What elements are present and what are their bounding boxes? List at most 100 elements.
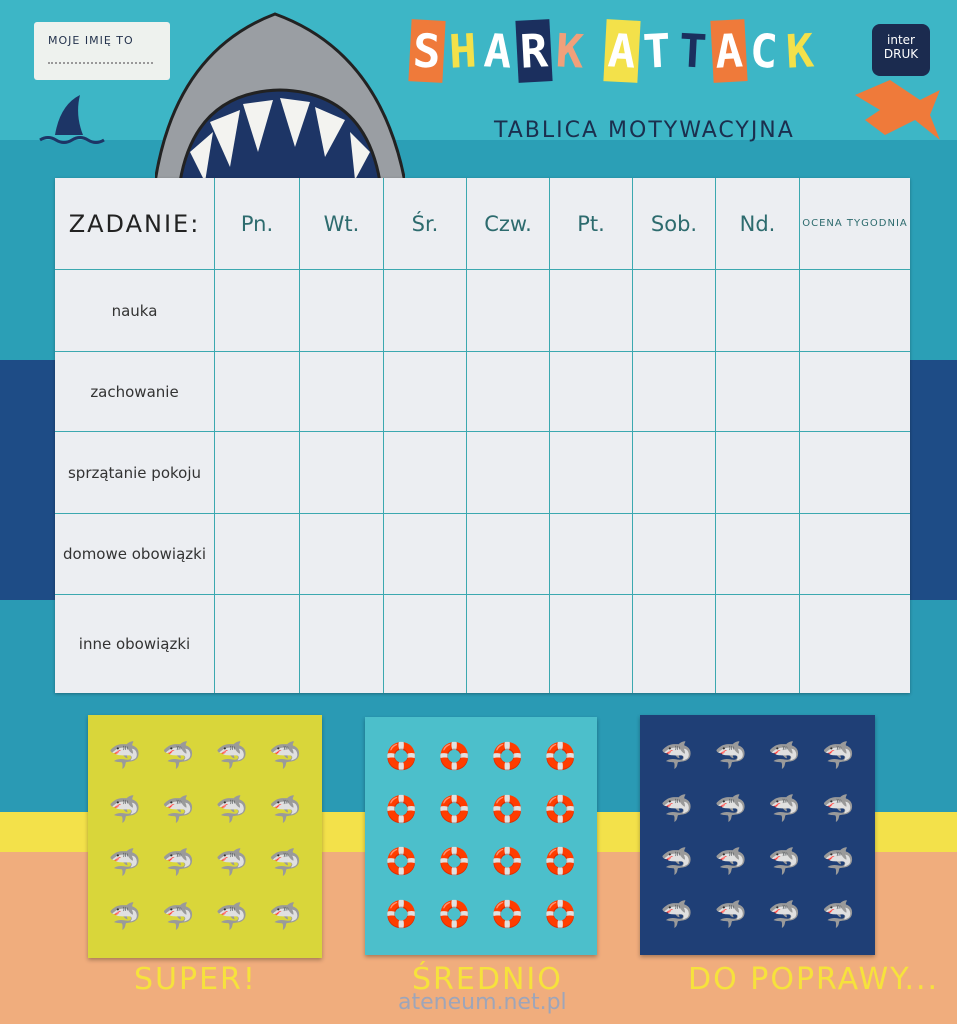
table-cell-checkbox[interactable] [800, 432, 910, 514]
smiling-shark-icon[interactable]: 🦈 [162, 740, 195, 771]
shark-head-icon[interactable]: 🦈 [714, 793, 747, 824]
table-cell-checkbox[interactable] [633, 432, 716, 514]
table-cell-checkbox[interactable] [215, 595, 300, 693]
life-ring-icon[interactable]: 🛟 [544, 847, 577, 878]
smiling-shark-icon[interactable]: 🦈 [269, 902, 302, 933]
title-letter: H [447, 23, 478, 79]
table-cell-checkbox[interactable] [300, 270, 384, 352]
life-ring-icon[interactable]: 🛟 [385, 847, 418, 878]
life-ring-icon[interactable]: 🛟 [544, 899, 577, 930]
shark-head-icon[interactable]: 🦈 [660, 899, 694, 930]
table-cell-checkbox[interactable] [716, 595, 800, 693]
life-ring-icon[interactable]: 🛟 [544, 742, 577, 773]
shark-head-icon[interactable]: 🦈 [821, 740, 855, 771]
task-label: zachowanie [55, 352, 215, 432]
table-cell-checkbox[interactable] [550, 352, 633, 432]
smiling-shark-icon[interactable]: 🦈 [215, 794, 248, 825]
shark-head-icon[interactable]: 🦈 [821, 846, 855, 877]
sticker-sheet-3[interactable]: 🦈 🦈 🦈 🦈 🦈 🦈 🦈 🦈 🦈 🦈 🦈 🦈 🦈 🦈 🦈 🦈 [640, 715, 875, 955]
sticker-sheet-1[interactable]: 🦈 🦈 🦈 🦈 🦈 🦈 🦈 🦈 🦈 🦈 🦈 🦈 🦈 🦈 🦈 🦈 [88, 715, 322, 958]
shark-head-icon[interactable]: 🦈 [821, 899, 855, 930]
smiling-shark-icon[interactable]: 🦈 [108, 902, 141, 933]
smiling-shark-icon[interactable]: 🦈 [215, 902, 248, 933]
table-cell-checkbox[interactable] [800, 514, 910, 595]
shark-head-icon[interactable]: 🦈 [714, 846, 747, 877]
table-cell-checkbox[interactable] [384, 514, 467, 595]
life-ring-icon[interactable]: 🛟 [438, 899, 471, 930]
life-ring-icon[interactable]: 🛟 [491, 899, 524, 930]
smiling-shark-icon[interactable]: 🦈 [162, 794, 195, 825]
table-cell-checkbox[interactable] [384, 432, 467, 514]
table-cell-checkbox[interactable] [384, 270, 467, 352]
shark-head-icon[interactable]: 🦈 [660, 793, 694, 824]
smiling-shark-icon[interactable]: 🦈 [108, 740, 141, 771]
smiling-shark-icon[interactable]: 🦈 [215, 740, 248, 771]
table-cell-checkbox[interactable] [633, 352, 716, 432]
rating-label: ŚREDNIO [412, 962, 563, 997]
table-cell-checkbox[interactable] [300, 595, 384, 693]
life-ring-icon[interactable]: 🛟 [385, 794, 418, 825]
table-cell-checkbox[interactable] [215, 270, 300, 352]
shark-head-icon[interactable]: 🦈 [660, 846, 694, 877]
shark-head-icon[interactable]: 🦈 [768, 740, 801, 771]
shark-head-icon[interactable]: 🦈 [768, 846, 801, 877]
name-label: MOJE IMIĘ TO [48, 34, 134, 47]
name-field[interactable]: MOJE IMIĘ TO [34, 22, 170, 80]
table-cell-checkbox[interactable] [467, 595, 550, 693]
table-cell-checkbox[interactable] [716, 514, 800, 595]
table-cell-checkbox[interactable] [550, 270, 633, 352]
sticker-sheet-2[interactable]: 🛟 🛟 🛟 🛟 🛟 🛟 🛟 🛟 🛟 🛟 🛟 🛟 🛟 🛟 🛟 🛟 [365, 717, 597, 955]
smiling-shark-icon[interactable]: 🦈 [215, 848, 248, 879]
life-ring-icon[interactable]: 🛟 [491, 847, 524, 878]
smiling-shark-icon[interactable]: 🦈 [108, 848, 141, 879]
table-cell-checkbox[interactable] [215, 432, 300, 514]
table-cell-checkbox[interactable] [467, 514, 550, 595]
smiling-shark-icon[interactable]: 🦈 [269, 740, 302, 771]
life-ring-icon[interactable]: 🛟 [438, 794, 471, 825]
smiling-shark-icon[interactable]: 🦈 [162, 902, 195, 933]
table-cell-checkbox[interactable] [550, 514, 633, 595]
table-cell-checkbox[interactable] [550, 595, 633, 693]
table-cell-checkbox[interactable] [300, 514, 384, 595]
table-cell-checkbox[interactable] [384, 352, 467, 432]
shark-head-icon[interactable]: 🦈 [821, 793, 855, 824]
life-ring-icon[interactable]: 🛟 [544, 794, 577, 825]
shark-head-icon[interactable]: 🦈 [714, 740, 747, 771]
table-cell-checkbox[interactable] [800, 270, 910, 352]
smiling-shark-icon[interactable]: 🦈 [108, 794, 141, 825]
table-cell-checkbox[interactable] [633, 270, 716, 352]
life-ring-icon[interactable]: 🛟 [491, 794, 524, 825]
title-letter: A [710, 19, 747, 83]
life-ring-icon[interactable]: 🛟 [385, 899, 418, 930]
life-ring-icon[interactable]: 🛟 [438, 847, 471, 878]
logo-text-bottom: DRUK [883, 47, 919, 61]
table-cell-checkbox[interactable] [633, 595, 716, 693]
table-cell-checkbox[interactable] [467, 270, 550, 352]
table-cell-checkbox[interactable] [800, 352, 910, 432]
table-cell-checkbox[interactable] [800, 595, 910, 693]
life-ring-icon[interactable]: 🛟 [385, 742, 418, 773]
smiling-shark-icon[interactable]: 🦈 [269, 848, 302, 879]
table-cell-checkbox[interactable] [716, 270, 800, 352]
smiling-shark-icon[interactable]: 🦈 [269, 794, 302, 825]
table-cell-checkbox[interactable] [300, 352, 384, 432]
table-cell-checkbox[interactable] [384, 595, 467, 693]
table-cell-checkbox[interactable] [467, 432, 550, 514]
title-letter: T [677, 23, 709, 79]
shark-head-icon[interactable]: 🦈 [768, 793, 801, 824]
table-cell-checkbox[interactable] [716, 432, 800, 514]
shark-head-icon[interactable]: 🦈 [768, 899, 801, 930]
table-cell-checkbox[interactable] [633, 514, 716, 595]
life-ring-icon[interactable]: 🛟 [438, 742, 471, 773]
table-cell-checkbox[interactable] [215, 352, 300, 432]
table-cell-checkbox[interactable] [550, 432, 633, 514]
table-cell-checkbox[interactable] [467, 352, 550, 432]
table-header-day: Pt. [550, 178, 633, 270]
table-cell-checkbox[interactable] [300, 432, 384, 514]
table-cell-checkbox[interactable] [215, 514, 300, 595]
life-ring-icon[interactable]: 🛟 [491, 742, 524, 773]
table-cell-checkbox[interactable] [716, 352, 800, 432]
shark-head-icon[interactable]: 🦈 [660, 740, 694, 771]
smiling-shark-icon[interactable]: 🦈 [162, 848, 195, 879]
shark-head-icon[interactable]: 🦈 [714, 899, 747, 930]
